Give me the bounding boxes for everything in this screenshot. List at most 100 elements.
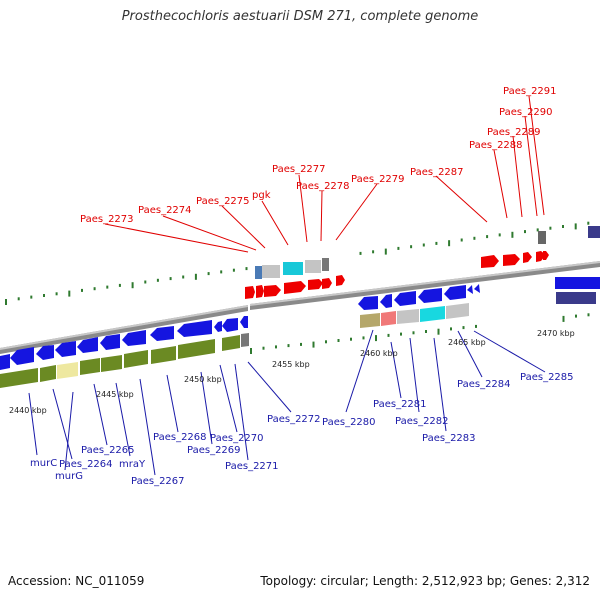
- leader-line: [457, 330, 483, 378]
- gene-label: Paes_2291: [503, 86, 557, 97]
- scale-tick-label: 2455 kbp: [272, 360, 310, 369]
- scale-dot: [475, 324, 477, 328]
- scale-dot: [30, 295, 33, 299]
- scale-dot: [400, 332, 402, 336]
- gene-label: murG: [55, 471, 83, 482]
- reverse-strand-features: [0, 226, 600, 370]
- gene-label: Paes_2271: [225, 461, 279, 472]
- gene-label: Paes_2268: [153, 432, 207, 443]
- forward-gene-arrow: [284, 281, 306, 294]
- gene-label: Paes_2289: [487, 127, 541, 138]
- forward-gene-arrow: [523, 252, 532, 263]
- forward-gene-labels: Paes_2273 Paes_2274 Paes_2275 pgk Paes_2…: [80, 86, 557, 225]
- scale-dot: [587, 221, 590, 225]
- gene-label: Paes_2269: [187, 445, 241, 456]
- scale-dot: [549, 226, 552, 230]
- scale-dot: [462, 326, 465, 330]
- reverse-gene-labels: murC Paes_2264 murG Paes_2265 mraY Paes_…: [30, 372, 574, 487]
- rna-feature: [255, 266, 262, 279]
- scale-dot: [486, 235, 489, 239]
- reverse-leader-lines: [28, 329, 546, 476]
- reverse-gene-arrow: [380, 294, 392, 308]
- leader-line: [261, 200, 289, 246]
- rna-feature: [262, 265, 280, 278]
- scale-tick-label: 2460 kbp: [360, 349, 398, 358]
- scale-tick-label: 2450 kbp: [184, 375, 222, 384]
- gene-label: Paes_2288: [469, 140, 523, 151]
- leader-line: [435, 175, 488, 223]
- scale-dot: [587, 313, 590, 317]
- scale-dot: [362, 336, 365, 340]
- scale-dot: [575, 314, 577, 318]
- gene-label: Paes_2278: [296, 181, 350, 192]
- scale-dot: [473, 236, 476, 240]
- leader-line: [64, 391, 74, 471]
- scale-dot: [262, 346, 265, 350]
- reverse-gene-arrow: [100, 334, 120, 350]
- scale-dot: [300, 342, 302, 346]
- gene-label: Paes_2272: [267, 414, 321, 425]
- leader-line: [345, 329, 374, 413]
- reverse-gene-arrow: [122, 330, 146, 346]
- scale-dot: [312, 341, 315, 348]
- forward-gene-arrow: [245, 286, 255, 299]
- reverse-gene-arrow: [214, 321, 222, 332]
- scale-dot: [68, 290, 71, 297]
- leader-line: [104, 223, 249, 253]
- scale-dot: [81, 288, 83, 292]
- scale-dot: [43, 294, 45, 297]
- gene-label: Paes_2287: [410, 167, 464, 178]
- cds-segment: [151, 346, 176, 364]
- cds-segment: [420, 306, 445, 322]
- forward-gene-arrow: [503, 254, 520, 266]
- cds-segment: [381, 311, 396, 326]
- scale-dot: [375, 335, 377, 342]
- reverse-gene-arrow: [467, 285, 473, 294]
- scale-dot: [194, 273, 197, 280]
- scale-dot: [5, 299, 7, 305]
- gene-label: Paes_2283: [422, 433, 476, 444]
- forward-gene-arrow: [264, 285, 281, 297]
- gene-label: Paes_2265: [81, 445, 135, 456]
- scale-dot: [372, 250, 375, 254]
- leader-line: [433, 337, 447, 432]
- cds-segment: [360, 313, 380, 328]
- gene-label: murC: [30, 458, 57, 469]
- gene-label: Paes_2270: [210, 433, 264, 444]
- reverse-gene-arrow: [10, 347, 34, 365]
- leader-line: [473, 330, 546, 373]
- reverse-gene-block: [588, 226, 600, 238]
- gene-label: Paes_2267: [131, 476, 185, 487]
- leader-line: [493, 149, 508, 219]
- reverse-gene-arrow: [36, 345, 54, 360]
- scale-dot: [144, 280, 147, 284]
- leader-line: [409, 337, 420, 413]
- reverse-gene-block: [555, 277, 600, 289]
- leader-line: [115, 382, 131, 457]
- leader-line: [52, 388, 73, 460]
- scale-dot: [410, 245, 413, 249]
- gene-label: pgk: [252, 190, 271, 201]
- cds-segment: [101, 355, 122, 372]
- rna-feature: [305, 260, 321, 273]
- scale-dot: [524, 230, 526, 234]
- scale-dot: [245, 267, 248, 271]
- cds-segment: [124, 350, 148, 368]
- reverse-gene-arrow: [150, 326, 174, 341]
- leader-line: [528, 95, 545, 216]
- leader-line: [512, 135, 523, 218]
- reverse-gene-arrow: [418, 288, 442, 303]
- reverse-gene-arrow: [222, 318, 238, 332]
- leader-line: [298, 174, 308, 243]
- forward-gene-arrow: [256, 285, 264, 298]
- leader-line: [200, 371, 213, 445]
- forward-gene-arrow: [481, 255, 499, 268]
- cds-segment: [80, 358, 100, 375]
- scale-dot: [325, 340, 327, 344]
- scale-dot: [387, 333, 390, 337]
- gene-label: Paes_2279: [351, 174, 405, 185]
- backbone-segment-right-highlight: [250, 261, 600, 306]
- gene-label: Paes_2280: [322, 417, 376, 428]
- leader-line: [166, 374, 179, 433]
- reverse-gene-arrow: [240, 316, 248, 328]
